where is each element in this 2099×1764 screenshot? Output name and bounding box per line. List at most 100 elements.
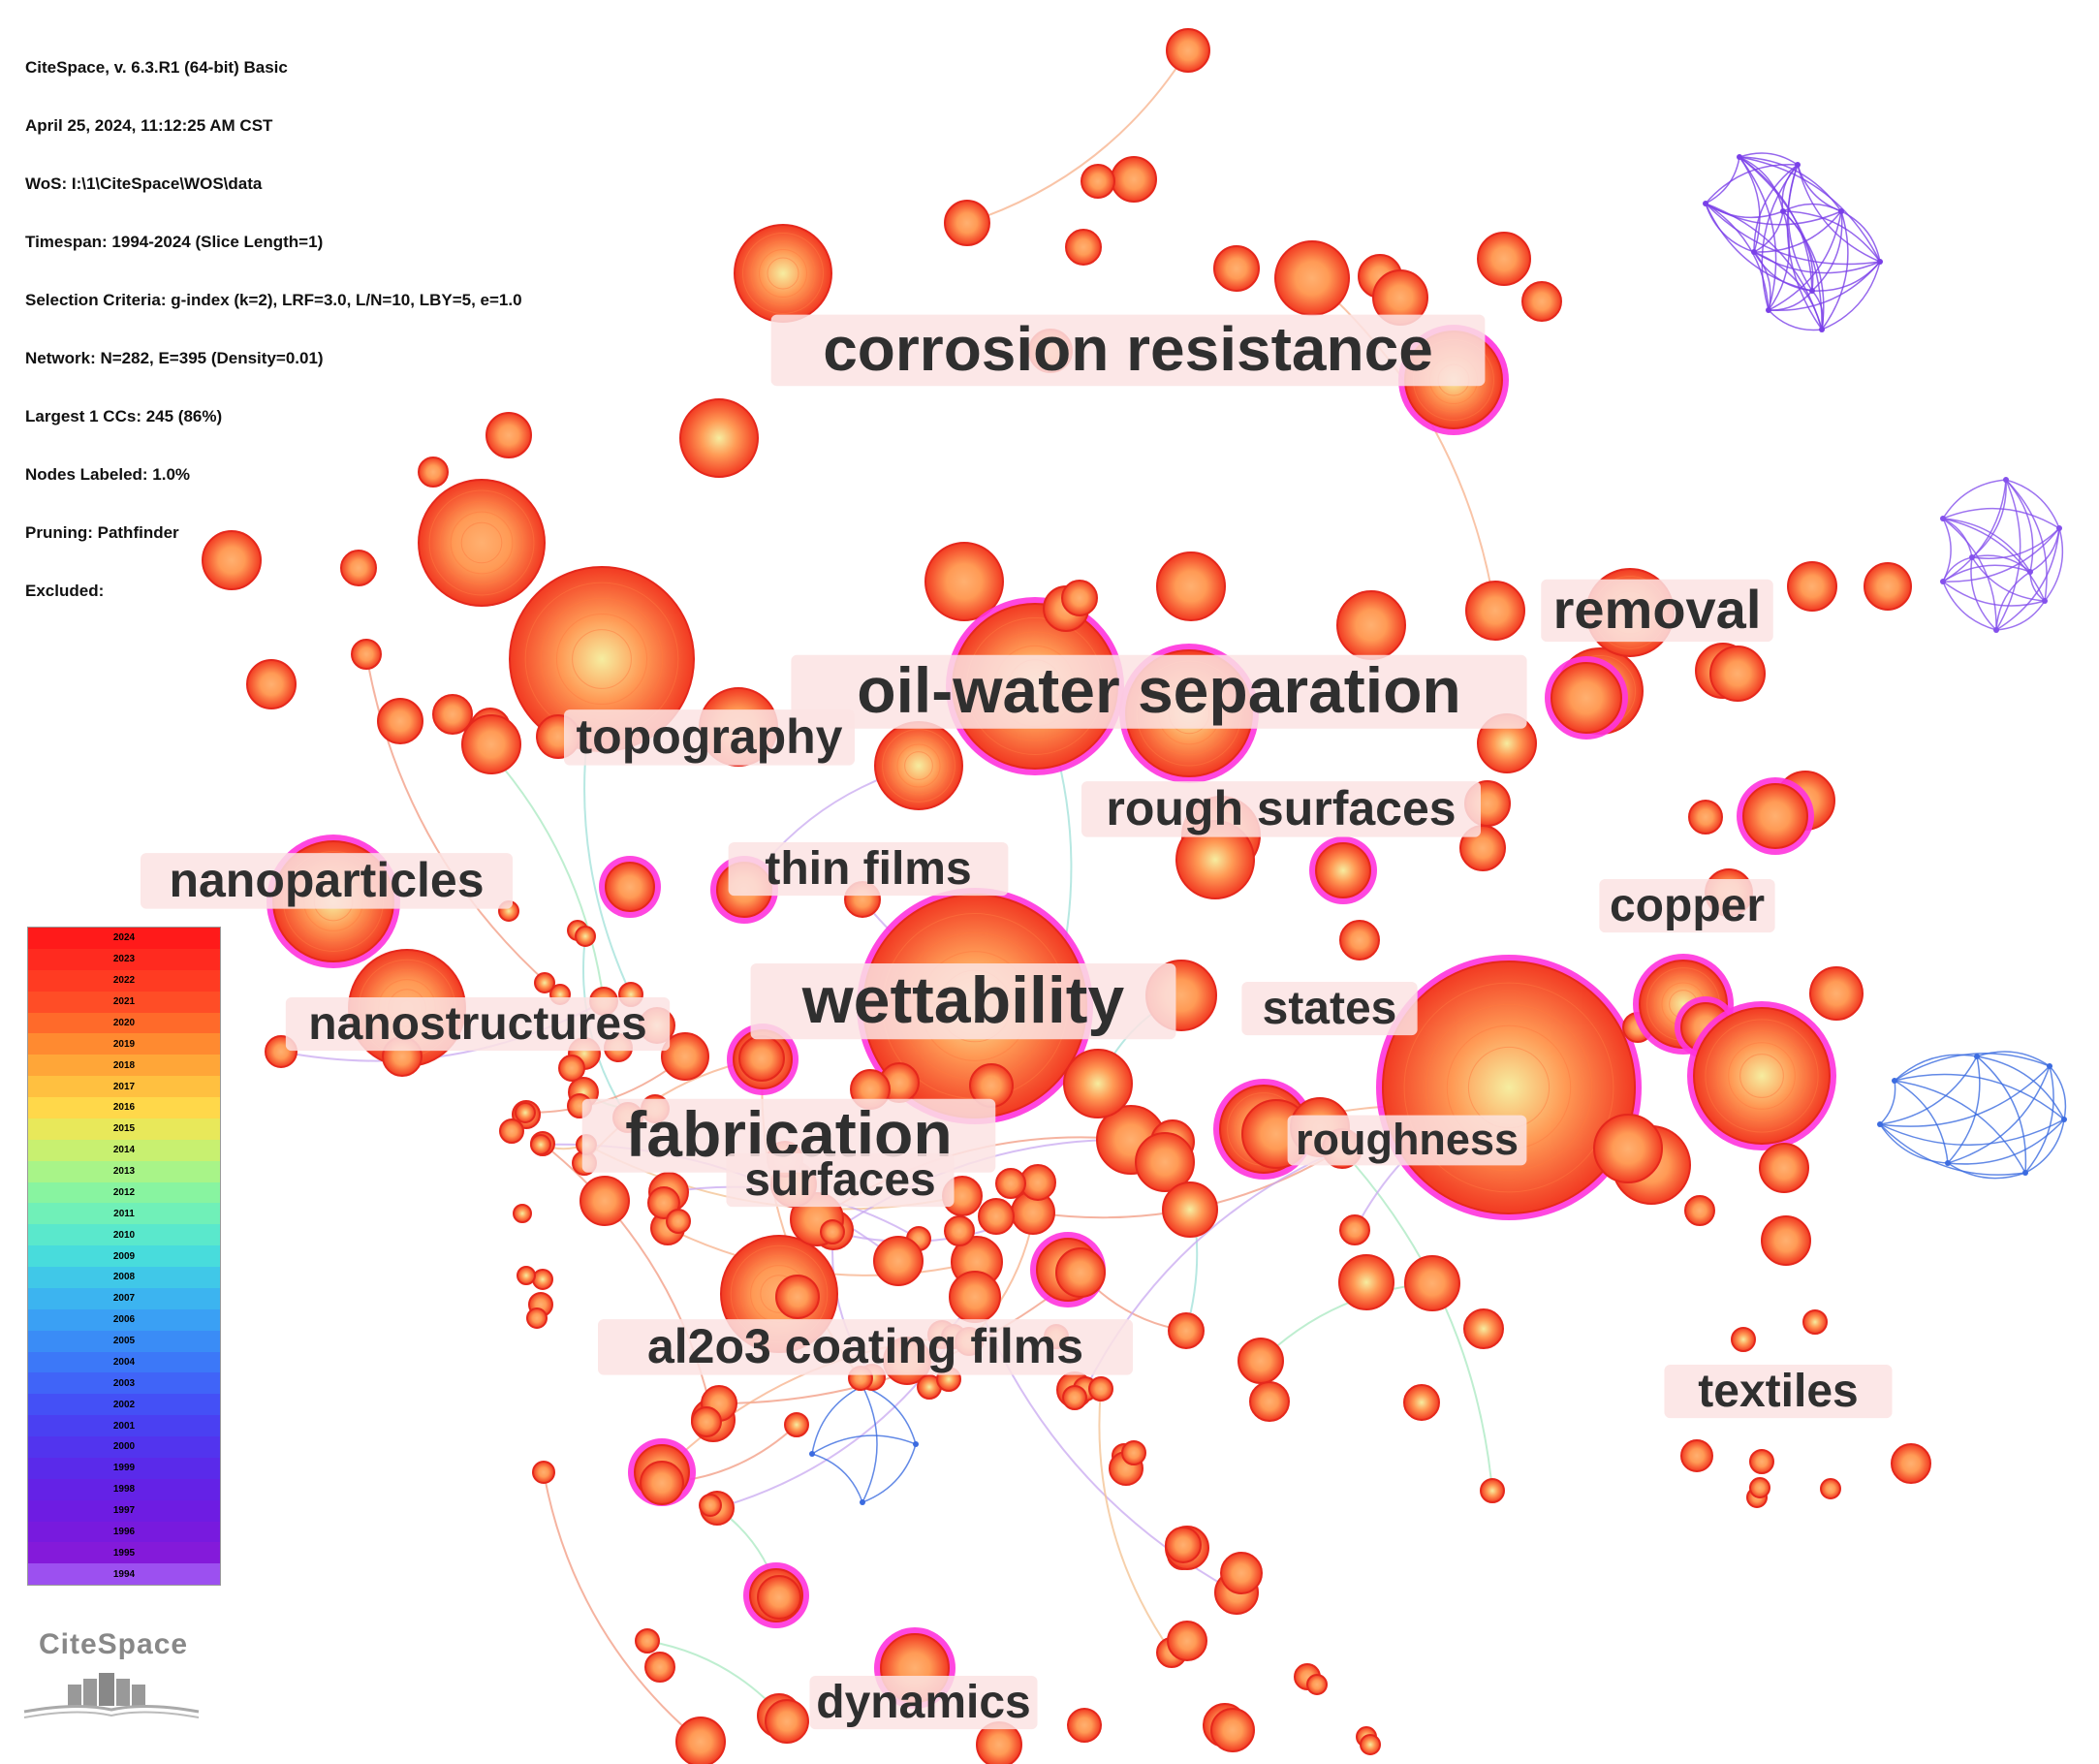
network-edge (365, 653, 561, 995)
info-line: Timespan: 1994-2024 (Slice Length=1) (25, 233, 324, 251)
keyword-node (1545, 656, 1628, 740)
keyword-node (1081, 164, 1115, 199)
keyword-node (517, 1266, 536, 1285)
keyword-node (340, 550, 377, 586)
keyword-label-text: topography (577, 709, 843, 764)
keyword-label: textiles (1664, 1364, 1893, 1419)
isolated-clusters (809, 152, 2067, 1505)
keyword-node (1121, 1440, 1146, 1465)
network-edge (1098, 1388, 1173, 1654)
blue-cluster-right (1877, 1051, 2067, 1180)
keyword-node (1055, 1247, 1106, 1298)
keyword-node (351, 639, 382, 670)
info-line: Network: N=282, E=395 (Density=0.01) (25, 349, 324, 367)
keyword-node (1339, 1214, 1370, 1245)
keyword-node (1891, 1443, 1931, 1484)
keyword-node (1210, 1708, 1255, 1752)
keyword-node (1338, 1254, 1394, 1310)
keyword-node (1165, 1527, 1202, 1563)
keyword-node (978, 1198, 1015, 1235)
keyword-node (944, 200, 990, 246)
keyword-node (1759, 1143, 1809, 1193)
legend-year-2015: 2015 (28, 1118, 220, 1140)
legend-year-2012: 2012 (28, 1181, 220, 1204)
year-color-legend: 2024 2023 2022 2021 2020 2019 2018 2017 2016 2015… (27, 927, 221, 1586)
keyword-node (1820, 1478, 1841, 1499)
keyword-node (1156, 551, 1226, 621)
info-line: Pruning: Pathfinder (25, 523, 179, 542)
keyword-node (202, 530, 262, 590)
keyword-node (499, 1118, 524, 1144)
keyword-node (949, 1271, 1001, 1323)
keyword-node (699, 1494, 722, 1517)
keyword-node (1802, 1309, 1828, 1335)
keyword-node (532, 1461, 555, 1484)
keyword-label-text: oil-water separation (857, 654, 1461, 726)
legend-year-2006: 2006 (28, 1308, 220, 1331)
keyword-node (784, 1412, 809, 1437)
keyword-label: roughness (1287, 1115, 1527, 1166)
info-line: Excluded: (25, 582, 105, 600)
keyword-node (640, 1461, 684, 1505)
keyword-node (1111, 156, 1157, 203)
keyword-node (1336, 590, 1406, 660)
keyword-label-text: wettability (801, 963, 1125, 1037)
legend-year-2013: 2013 (28, 1160, 220, 1182)
keyword-node (757, 1575, 801, 1620)
keyword-node (1237, 1338, 1284, 1384)
legend-year-2008: 2008 (28, 1267, 220, 1288)
keyword-label-text: removal (1553, 579, 1762, 640)
keyword-node (691, 1406, 722, 1437)
legend-year-2020: 2020 (28, 1012, 220, 1034)
legend-year-1998: 1998 (28, 1478, 220, 1500)
keyword-label: al2o3 coating films (598, 1319, 1133, 1375)
keyword-node (1404, 1255, 1460, 1311)
keyword-node (1306, 1674, 1328, 1695)
keyword-label-text: nanostructures (308, 998, 646, 1050)
keyword-node (246, 659, 297, 709)
keyword-node (1521, 281, 1562, 322)
keyword-label-text: textiles (1698, 1366, 1858, 1417)
keyword-label-text: surfaces (744, 1154, 935, 1206)
keyword-node (1809, 966, 1864, 1021)
keyword-node (1463, 1308, 1504, 1349)
keyword-node (661, 1032, 709, 1081)
keyword-label: rough surfaces (1081, 781, 1481, 837)
keyword-node (530, 1134, 551, 1155)
legend-year-2019: 2019 (28, 1033, 220, 1055)
keyword-node (1063, 1049, 1133, 1118)
keyword-label-text: corrosion resistance (823, 314, 1433, 384)
legend-year-2000: 2000 (28, 1436, 220, 1458)
keyword-node (635, 1628, 660, 1654)
keyword-node (599, 856, 661, 918)
keyword-label: nanostructures (285, 996, 671, 1052)
keyword-label: dynamics (809, 1675, 1038, 1730)
keyword-node (1309, 836, 1377, 904)
keyword-node (1864, 562, 1912, 611)
legend-year-2009: 2009 (28, 1245, 220, 1267)
keyword-node (1761, 1215, 1811, 1266)
keyword-node (666, 1209, 691, 1234)
legend-year-2016: 2016 (28, 1097, 220, 1118)
legend-year-2022: 2022 (28, 969, 220, 992)
keyword-node (944, 1215, 975, 1246)
keyword-node (509, 566, 695, 752)
keyword-node (1709, 646, 1766, 702)
info-line: April 25, 2024, 11:12:25 AM CST (25, 116, 273, 135)
legend-year-2011: 2011 (28, 1203, 220, 1225)
keyword-node (995, 1168, 1026, 1199)
keyword-label-text: states (1263, 983, 1397, 1034)
info-line: Largest 1 CCs: 245 (86%) (25, 407, 223, 425)
legend-year-2014: 2014 (28, 1139, 220, 1161)
purple-cluster-right (1940, 477, 2064, 633)
legend-year-2023: 2023 (28, 948, 220, 970)
keyword-label-text: al2o3 coating films (647, 1319, 1083, 1373)
legend-year-2001: 2001 (28, 1415, 220, 1436)
keyword-node (734, 224, 832, 323)
keyword-node (873, 1236, 924, 1286)
keyword-node (580, 1176, 630, 1226)
keyword-label: oil-water separation (791, 654, 1527, 729)
keyword-node (1067, 1708, 1102, 1743)
info-line: Nodes Labeled: 1.0% (25, 465, 191, 484)
keyword-node (1688, 800, 1723, 835)
